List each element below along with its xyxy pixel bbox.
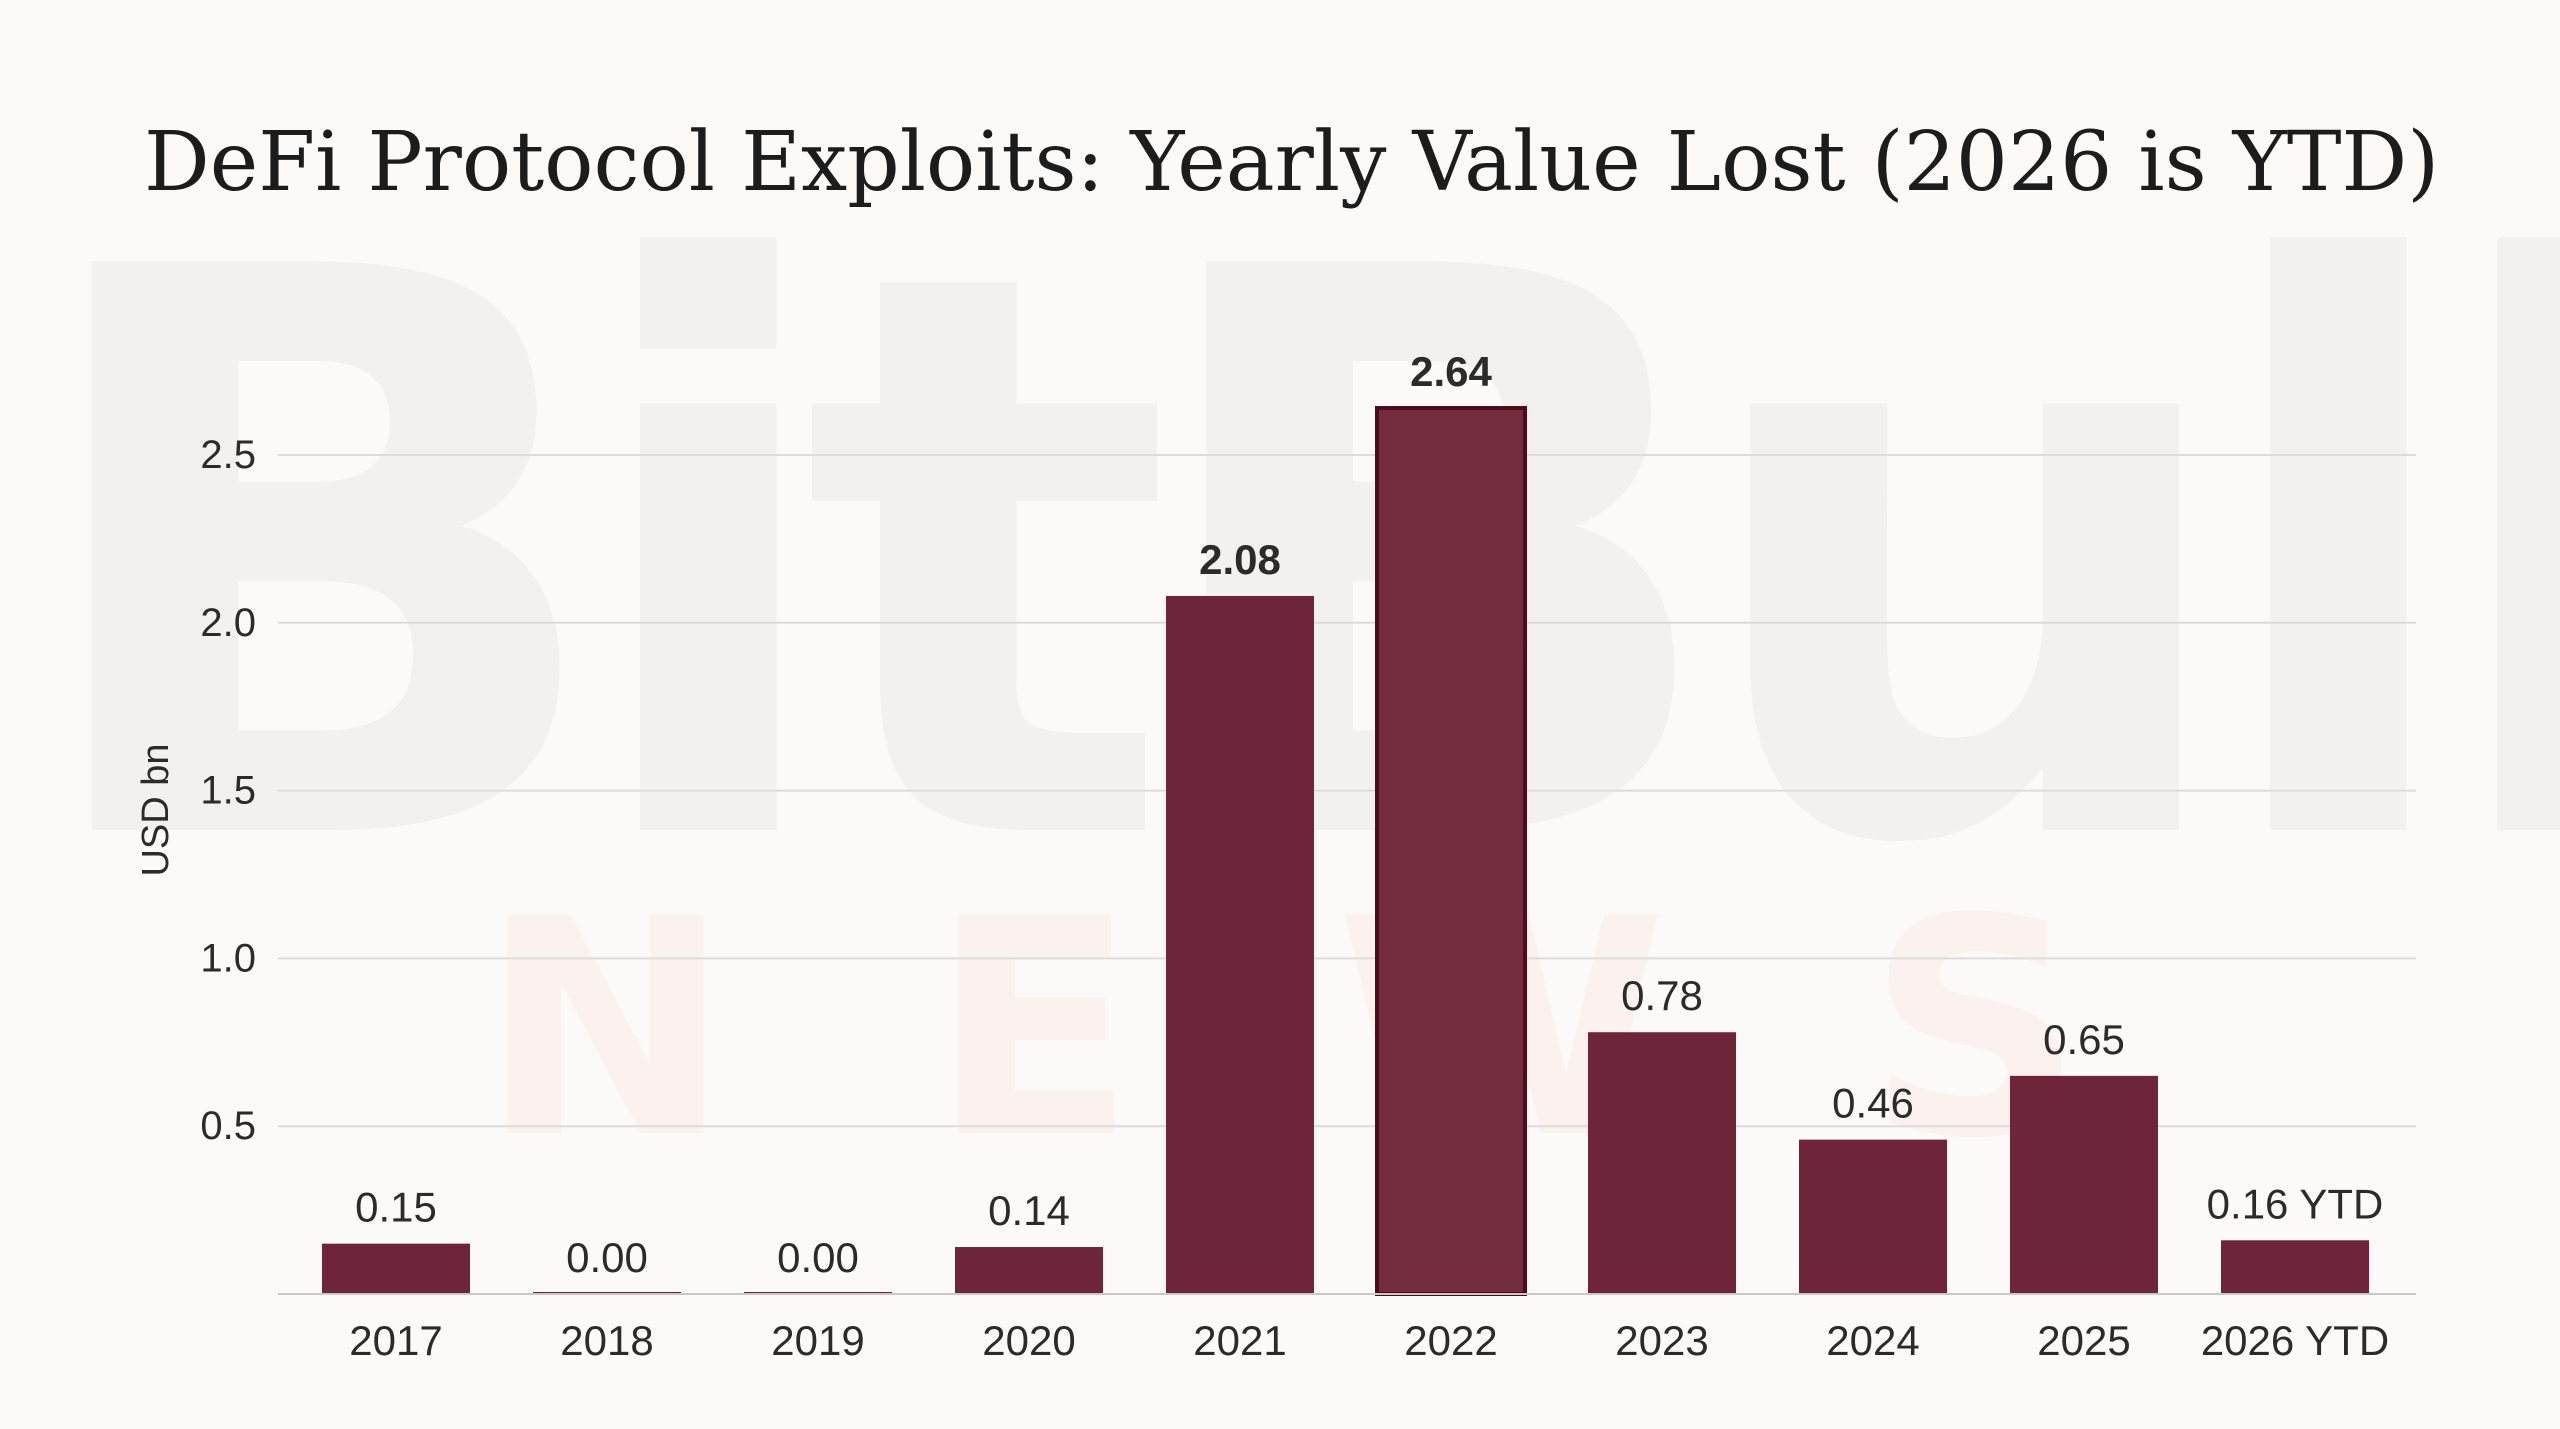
x-axis-categories: 2017 2018 2019 2020 2021 2022 2023 2024 2025 2026… xyxy=(349,1317,2389,1364)
x-category-label: 2025 xyxy=(2037,1317,2130,1364)
data-label: 2.08 xyxy=(1199,536,1281,583)
y-tick-label: 2.0 xyxy=(200,601,256,645)
x-category-label: 2026 YTD xyxy=(2201,1317,2389,1364)
data-label: 0.00 xyxy=(566,1234,648,1281)
bar-2026-ytd[interactable] xyxy=(2221,1240,2369,1294)
y-tick-label: 1.0 xyxy=(200,936,256,980)
bar-2021[interactable] xyxy=(1166,595,1314,1294)
y-axis-label: USD bn xyxy=(135,743,177,876)
bar-2023[interactable] xyxy=(1588,1032,1736,1294)
x-category-label: 2021 xyxy=(1193,1317,1286,1364)
x-category-label: 2024 xyxy=(1826,1317,1919,1364)
bar-2025[interactable] xyxy=(2010,1075,2158,1294)
bar-2017[interactable] xyxy=(322,1243,470,1294)
x-category-label: 2019 xyxy=(771,1317,864,1364)
bar-2022[interactable] xyxy=(1375,406,1527,1296)
y-tick-label: 1.5 xyxy=(200,769,256,813)
x-category-label: 2017 xyxy=(349,1317,442,1364)
x-category-label: 2022 xyxy=(1404,1317,1497,1364)
chart-title: DeFi Protocol Exploits: Yearly Value Los… xyxy=(144,115,2440,210)
y-axis-ticks: 0.5 1.0 1.5 2.0 2.5 xyxy=(200,433,256,1148)
x-category-label: 2023 xyxy=(1615,1317,1708,1364)
data-label: 2.64 xyxy=(1410,348,1492,395)
data-labels: 0.15 0.00 0.00 0.14 2.08 2.64 0.78 0.46 0.65 0.16… xyxy=(355,348,2383,1281)
y-tick-label: 0.5 xyxy=(200,1104,256,1148)
data-label: 0.65 xyxy=(2043,1016,2125,1063)
data-label: 0.78 xyxy=(1621,972,1703,1019)
data-label: 0.16 YTD xyxy=(2207,1180,2384,1227)
bars xyxy=(322,406,2369,1296)
data-label: 0.15 xyxy=(355,1184,437,1231)
x-category-label: 2020 xyxy=(982,1317,1075,1364)
data-label: 0.46 xyxy=(1832,1080,1914,1127)
bar-2020[interactable] xyxy=(955,1247,1103,1294)
data-label: 0.00 xyxy=(777,1234,859,1281)
bar-2024[interactable] xyxy=(1799,1139,1947,1294)
data-label: 0.14 xyxy=(988,1187,1070,1234)
y-tick-label: 2.5 xyxy=(200,433,256,477)
x-category-label: 2018 xyxy=(560,1317,653,1364)
